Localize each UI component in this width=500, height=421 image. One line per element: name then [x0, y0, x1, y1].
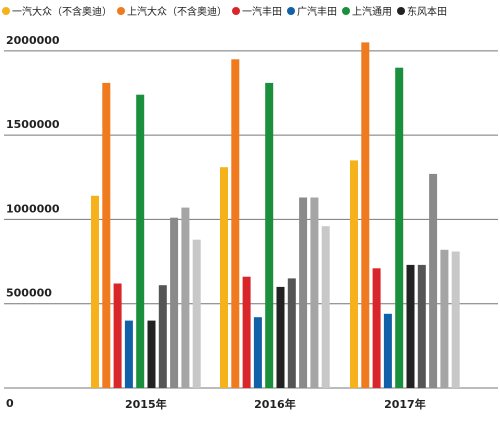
- legend-item: 一汽丰田: [232, 3, 282, 18]
- bar: [395, 67, 404, 388]
- bar: [310, 197, 319, 388]
- bar: [147, 320, 156, 388]
- legend-item: 上汽大众（不含奥迪）: [117, 3, 227, 18]
- bar: [242, 276, 251, 388]
- legend-item: 东风本田: [397, 3, 447, 18]
- y-tick-label: 1000000: [6, 202, 60, 215]
- y-tick-label: 0: [6, 397, 14, 410]
- bar: [220, 167, 228, 388]
- bar: [253, 317, 262, 388]
- legend-item: 上汽通用: [342, 3, 392, 18]
- bar: [265, 82, 274, 389]
- legend-label: 东风本田: [407, 7, 447, 18]
- bar: [440, 249, 449, 388]
- chart-legend: 一汽大众（不含奥迪） 上汽大众（不含奥迪） 一汽丰田 广汽丰田 上汽通用 东风本田: [2, 3, 498, 18]
- bar: [192, 239, 201, 388]
- bar: [383, 313, 392, 388]
- bar: [276, 286, 285, 388]
- bar: [406, 264, 415, 388]
- bar: [91, 195, 99, 388]
- bar: [136, 94, 145, 388]
- bar: [181, 207, 190, 388]
- bar: [113, 283, 122, 388]
- bar: [287, 278, 296, 388]
- legend-label: 一汽丰田: [242, 7, 282, 18]
- x-tick-label: 2016年: [254, 397, 296, 411]
- legend-item: 广汽丰田: [287, 3, 337, 18]
- legend-swatch-icon: [287, 6, 295, 15]
- y-tick-label: 2000000: [6, 34, 60, 47]
- bar: [417, 264, 426, 388]
- bar: [170, 217, 179, 388]
- legend-swatch-icon: [117, 6, 125, 15]
- x-tick-label: 2015年: [125, 397, 167, 411]
- bar: [299, 197, 308, 388]
- bar: [102, 82, 111, 389]
- y-tick-label: 1500000: [6, 118, 60, 131]
- bar: [124, 320, 133, 388]
- legend-swatch-icon: [2, 6, 10, 15]
- bar: [158, 285, 167, 388]
- legend-swatch-icon: [397, 6, 405, 15]
- legend-swatch-icon: [342, 6, 350, 15]
- legend-label: 广汽丰田: [297, 7, 337, 18]
- bar: [321, 226, 330, 388]
- x-tick-label: 2017年: [384, 397, 426, 411]
- bar: [231, 59, 240, 389]
- legend-label: 上汽大众（不含奥迪）: [127, 7, 227, 18]
- legend-swatch-icon: [232, 6, 240, 15]
- bar: [361, 42, 370, 389]
- legend-label: 一汽大众（不含奥迪）: [12, 7, 112, 18]
- bar: [451, 251, 460, 388]
- legend-label: 上汽通用: [352, 7, 392, 18]
- bar: [429, 173, 438, 388]
- legend-item: 一汽大众（不含奥迪）: [2, 3, 112, 18]
- bar: [372, 268, 381, 388]
- y-tick-label: 500000: [6, 287, 52, 300]
- bar: [350, 160, 358, 388]
